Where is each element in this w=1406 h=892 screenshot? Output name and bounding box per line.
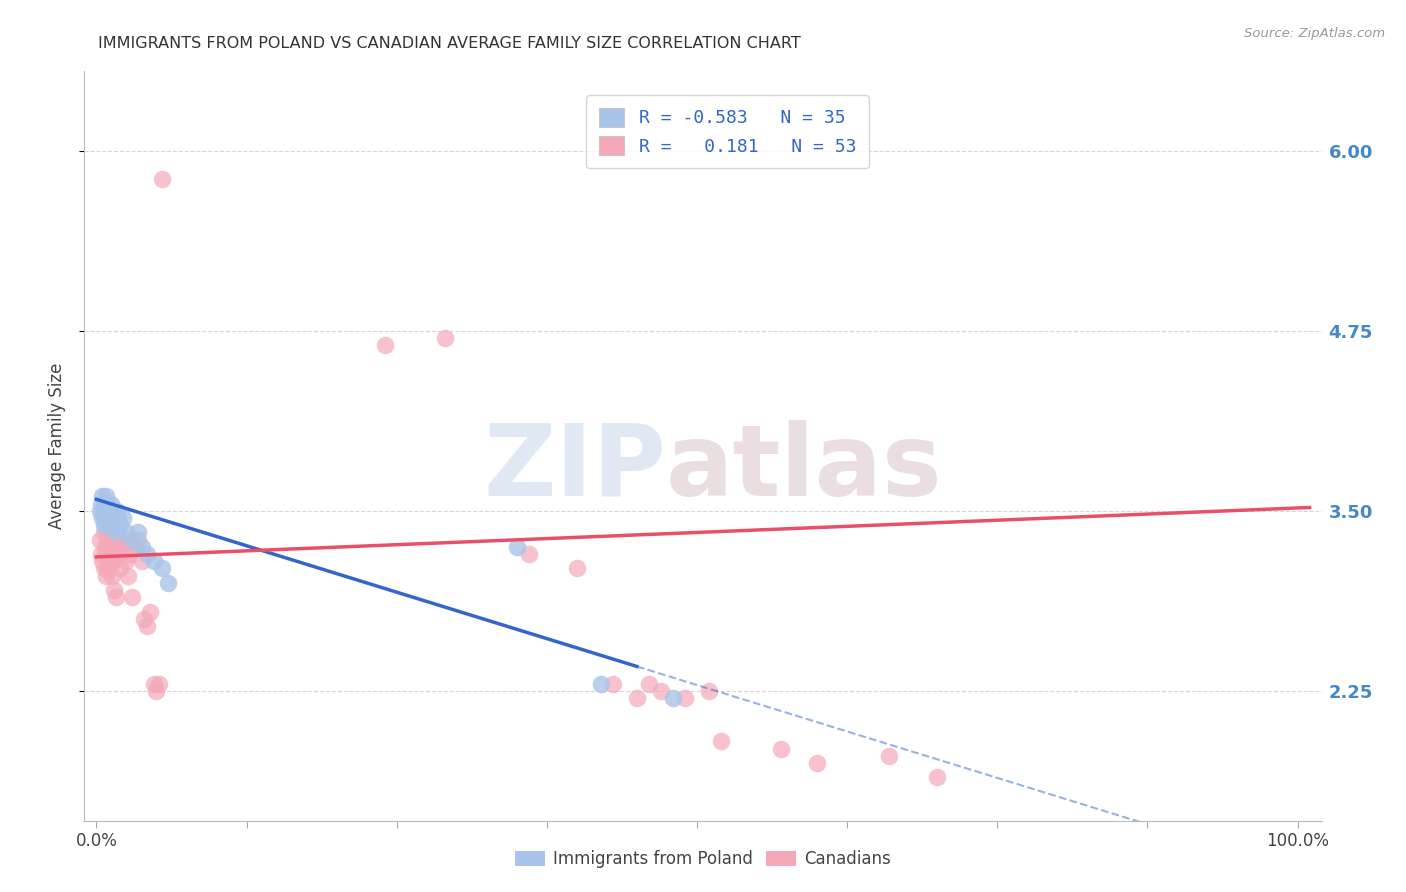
Point [148,677,170,691]
Point [93,561,115,575]
Point [117,568,139,582]
Point [98,554,121,568]
Point [90,497,112,511]
Point [94,540,117,554]
Point [770,741,793,756]
Legend: Immigrants from Poland, Canadians: Immigrants from Poland, Canadians [508,844,898,875]
Point [506,540,529,554]
Text: Source: ZipAtlas.com: Source: ZipAtlas.com [1244,27,1385,40]
Point [152,561,174,575]
Point [121,591,143,605]
Point [127,533,149,547]
Point [91,490,114,504]
Point [105,504,128,518]
Point [96,497,118,511]
Point [110,561,132,575]
Text: IMMIGRANTS FROM POLAND VS CANADIAN AVERAGE FAMILY SIZE CORRELATION CHART: IMMIGRANTS FROM POLAND VS CANADIAN AVERA… [98,36,801,51]
Point [107,511,129,525]
Point [104,525,127,540]
Y-axis label: Average Family Size: Average Family Size [48,363,66,529]
Point [121,533,143,547]
Point [93,518,115,533]
Point [662,691,685,706]
Point [103,554,125,568]
Point [589,677,612,691]
Point [103,511,125,525]
Point [101,504,124,518]
Point [145,684,167,698]
Point [97,533,120,547]
Point [112,533,135,547]
Point [97,518,120,533]
Point [927,771,949,785]
Point [152,172,174,186]
Point [139,605,162,619]
Point [100,547,122,561]
Point [134,612,156,626]
Point [115,525,138,540]
Point [517,547,540,561]
Point [103,583,125,598]
Point [105,540,128,554]
Point [98,511,121,525]
Point [565,561,588,575]
Point [143,554,166,568]
Point [374,338,396,352]
Point [94,497,117,511]
Point [91,511,114,525]
Point [94,511,117,525]
Point [97,504,120,518]
Point [697,684,720,698]
Point [89,533,111,547]
Point [110,518,132,533]
Point [131,554,153,568]
Point [626,691,648,706]
Point [90,547,112,561]
Point [101,568,124,582]
Text: atlas: atlas [666,420,942,517]
Point [135,547,157,561]
Point [97,540,120,554]
Point [650,684,672,698]
Point [94,490,117,504]
Point [127,525,149,540]
Point [89,504,111,518]
Point [806,756,828,770]
Point [135,619,157,633]
Point [710,734,733,748]
Point [125,540,148,554]
Point [94,568,117,582]
Point [93,525,115,540]
Point [673,691,696,706]
Point [96,561,118,575]
Point [433,331,456,345]
Point [107,533,129,547]
Point [94,504,117,518]
Point [103,518,125,533]
Point [108,547,131,561]
Point [94,547,117,561]
Point [602,677,624,691]
Point [111,540,134,554]
Point [157,575,180,590]
Point [638,677,661,691]
Point [118,547,141,561]
Point [115,554,138,568]
Point [131,540,153,554]
Text: ZIP: ZIP [484,420,666,517]
Point [91,554,114,568]
Point [111,511,134,525]
Point [100,497,122,511]
Point [104,591,127,605]
Point [143,677,166,691]
Point [93,504,115,518]
Point [96,511,118,525]
Legend: R = -0.583   N = 35, R =   0.181   N = 53: R = -0.583 N = 35, R = 0.181 N = 53 [586,95,869,169]
Point [877,748,900,763]
